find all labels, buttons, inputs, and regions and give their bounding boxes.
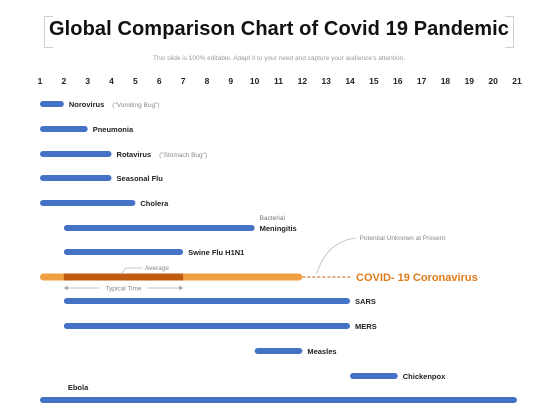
bar-seasonal-flu (40, 175, 112, 181)
series-label: Rotavirus (117, 150, 152, 159)
x-tick-label: 2 (61, 76, 66, 86)
x-tick-label: 19 (465, 76, 475, 86)
x-tick-label: 8 (205, 76, 210, 86)
x-tick-label: 14 (345, 76, 355, 86)
x-tick-label: 20 (488, 76, 498, 86)
bar-meningitis (63, 225, 255, 231)
bar-pneumonia (40, 126, 88, 132)
series-label: SARS (355, 297, 376, 306)
typical-time-arrow-left (63, 285, 68, 291)
average-label: Average (145, 265, 169, 272)
bar-cholera (40, 200, 136, 206)
x-tick-label: 1 (38, 76, 43, 86)
series-label: Measles (307, 347, 336, 356)
series-label: Seasonal Flu (117, 174, 164, 183)
x-tick-label: 9 (228, 76, 233, 86)
series-label: MERS (355, 322, 377, 331)
typical-time-arrow-right (179, 285, 184, 291)
series-note: ("Vomiting Bug") (112, 102, 159, 109)
x-tick-label: 15 (369, 76, 379, 86)
x-tick-label: 18 (441, 76, 451, 86)
x-tick-label: 13 (321, 76, 331, 86)
x-tick-label: 12 (298, 76, 308, 86)
chart-title: Global Comparison Chart of Covid 19 Pand… (48, 18, 510, 40)
x-tick-label: 17 (417, 76, 427, 86)
typical-time-label: Typical Time (105, 286, 142, 293)
x-tick-label: 5 (133, 76, 138, 86)
series-label: Chickenpox (403, 372, 446, 381)
series-label: Ebola (68, 383, 89, 392)
typical-time-label-bg (99, 283, 148, 293)
bar-swine-flu-h1n1 (63, 249, 184, 255)
bar-sars (63, 298, 351, 304)
x-tick-label: 21 (512, 76, 522, 86)
series-label: Cholera (140, 199, 169, 208)
potential-unknown-label: Potential Unknown at Present (360, 235, 446, 242)
potential-leader-line (316, 237, 356, 275)
bar-norovirus (40, 101, 64, 107)
bar-measles (254, 348, 303, 354)
series-label: Norovirus (69, 100, 104, 109)
x-tick-label: 10 (250, 76, 260, 86)
title-left-bracket (44, 16, 53, 48)
x-tick-label: 4 (109, 76, 114, 86)
covid-average-overlay (63, 273, 184, 281)
bar-rotavirus (40, 151, 112, 157)
x-tick-label: 6 (157, 76, 162, 86)
average-leader-line (120, 267, 143, 275)
x-tick-label: 16 (393, 76, 403, 86)
series-label: Pneumonia (93, 125, 134, 134)
series-note: Bacterial (260, 215, 286, 222)
title-block: Global Comparison Chart of Covid 19 Pand… (44, 10, 514, 62)
x-tick-label: 11 (274, 76, 283, 86)
x-tick-label: 3 (85, 76, 90, 86)
title-right-bracket (505, 16, 514, 48)
covid-label: COVID- 19 Coronavirus (356, 272, 478, 284)
series-label: Meningitis (260, 224, 297, 233)
x-tick-label: 7 (181, 76, 186, 86)
bar-ebola (40, 397, 517, 403)
series-label: Swine Flu H1N1 (188, 248, 244, 257)
chart-subtitle: This slide is 100% editable. Adapt it to… (152, 55, 405, 62)
bar-chickenpox (350, 373, 398, 379)
bar-mers (63, 323, 351, 329)
series-note: ("Stomach Bug") (159, 152, 207, 159)
